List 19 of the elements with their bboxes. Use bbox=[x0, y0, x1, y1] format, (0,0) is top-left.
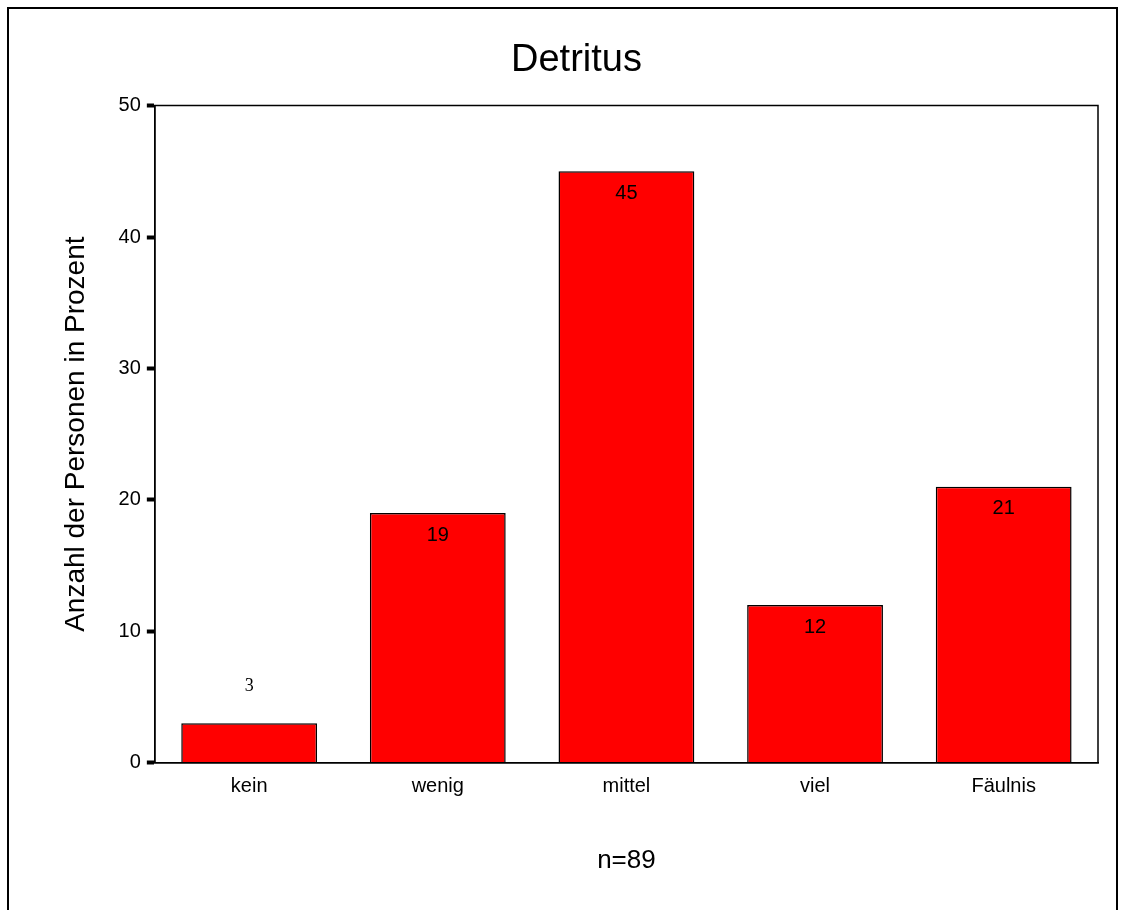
y-tick-label: 20 bbox=[118, 487, 141, 510]
y-tick-label: 50 bbox=[118, 93, 141, 116]
x-tick-label: viel bbox=[800, 774, 831, 797]
x-tick-label: Fäulnis bbox=[971, 774, 1036, 797]
x-axis-title: n=89 bbox=[597, 843, 656, 874]
y-tick-label: 40 bbox=[118, 224, 141, 247]
data-label: 12 bbox=[803, 614, 827, 637]
y-tick-label: 30 bbox=[118, 356, 141, 378]
x-tick-label: wenig bbox=[410, 774, 464, 797]
x-tick-label: kein bbox=[230, 774, 268, 797]
data-label: 21 bbox=[992, 496, 1015, 519]
data-label: 45 bbox=[615, 180, 638, 203]
chart-title: Detritus bbox=[511, 37, 642, 80]
data-label: 3 bbox=[244, 675, 254, 696]
y-tick-label: 10 bbox=[118, 618, 141, 641]
x-tick-label: mittel bbox=[602, 774, 651, 797]
data-label: 19 bbox=[426, 522, 449, 545]
y-tick-label: 0 bbox=[129, 750, 141, 773]
y-axis-title: Anzahl der Personen in Prozent bbox=[58, 236, 90, 632]
